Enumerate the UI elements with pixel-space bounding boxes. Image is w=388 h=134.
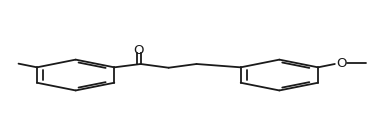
Text: O: O (133, 44, 144, 57)
Text: O: O (336, 57, 347, 70)
